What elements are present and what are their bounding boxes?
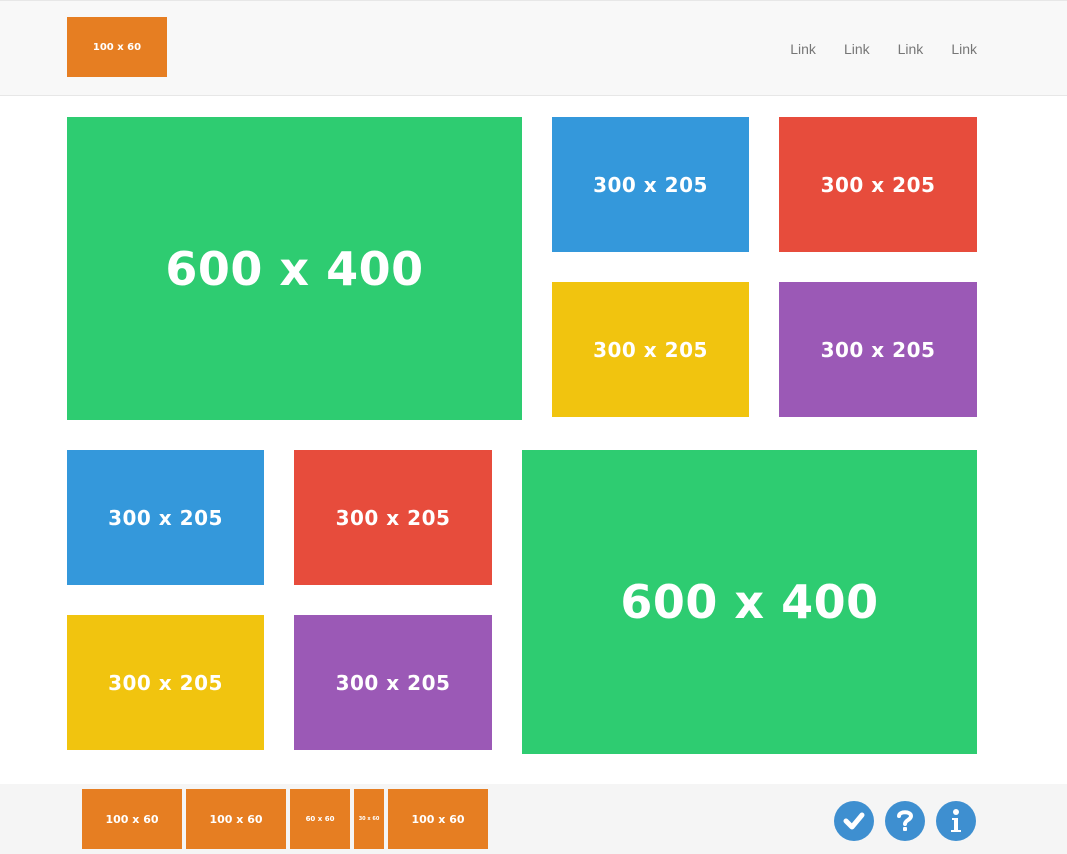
- placeholder-tile: 300 x 205: [779, 282, 977, 417]
- footer-thumb[interactable]: 100 x 60: [186, 789, 286, 849]
- nav-link-4[interactable]: Link: [951, 41, 977, 57]
- footer-thumb[interactable]: 100 x 60: [388, 789, 488, 849]
- footer-thumb[interactable]: 100 x 60: [82, 789, 182, 849]
- info-icon[interactable]: [936, 801, 976, 841]
- placeholder-tile-large: 600 x 400: [522, 450, 977, 754]
- nav-link-1[interactable]: Link: [790, 41, 816, 57]
- placeholder-tile: 300 x 205: [294, 615, 492, 750]
- placeholder-tile: 300 x 205: [552, 117, 749, 252]
- placeholder-tile-large: 600 x 400: [67, 117, 522, 420]
- placeholder-tile: 300 x 205: [67, 450, 264, 585]
- placeholder-tile: 300 x 205: [779, 117, 977, 252]
- check-icon[interactable]: [834, 801, 874, 841]
- placeholder-tile: 300 x 205: [294, 450, 492, 585]
- footer-thumb[interactable]: 30 x 60: [354, 789, 384, 849]
- question-icon[interactable]: [885, 801, 925, 841]
- placeholder-tile: 300 x 205: [67, 615, 264, 750]
- placeholder-tile: 300 x 205: [552, 282, 749, 417]
- nav-link-3[interactable]: Link: [897, 41, 924, 57]
- nav-link-2[interactable]: Link: [843, 41, 870, 57]
- nav-links: Link Link Link Link: [762, 39, 977, 59]
- site-footer: 100 x 60 100 x 60 60 x 60 30 x 60 100 x …: [0, 784, 1067, 854]
- footer-thumb[interactable]: 60 x 60: [290, 789, 350, 849]
- site-header: 100 x 60 Link Link Link Link: [0, 0, 1067, 96]
- logo-placeholder[interactable]: 100 x 60: [67, 17, 167, 77]
